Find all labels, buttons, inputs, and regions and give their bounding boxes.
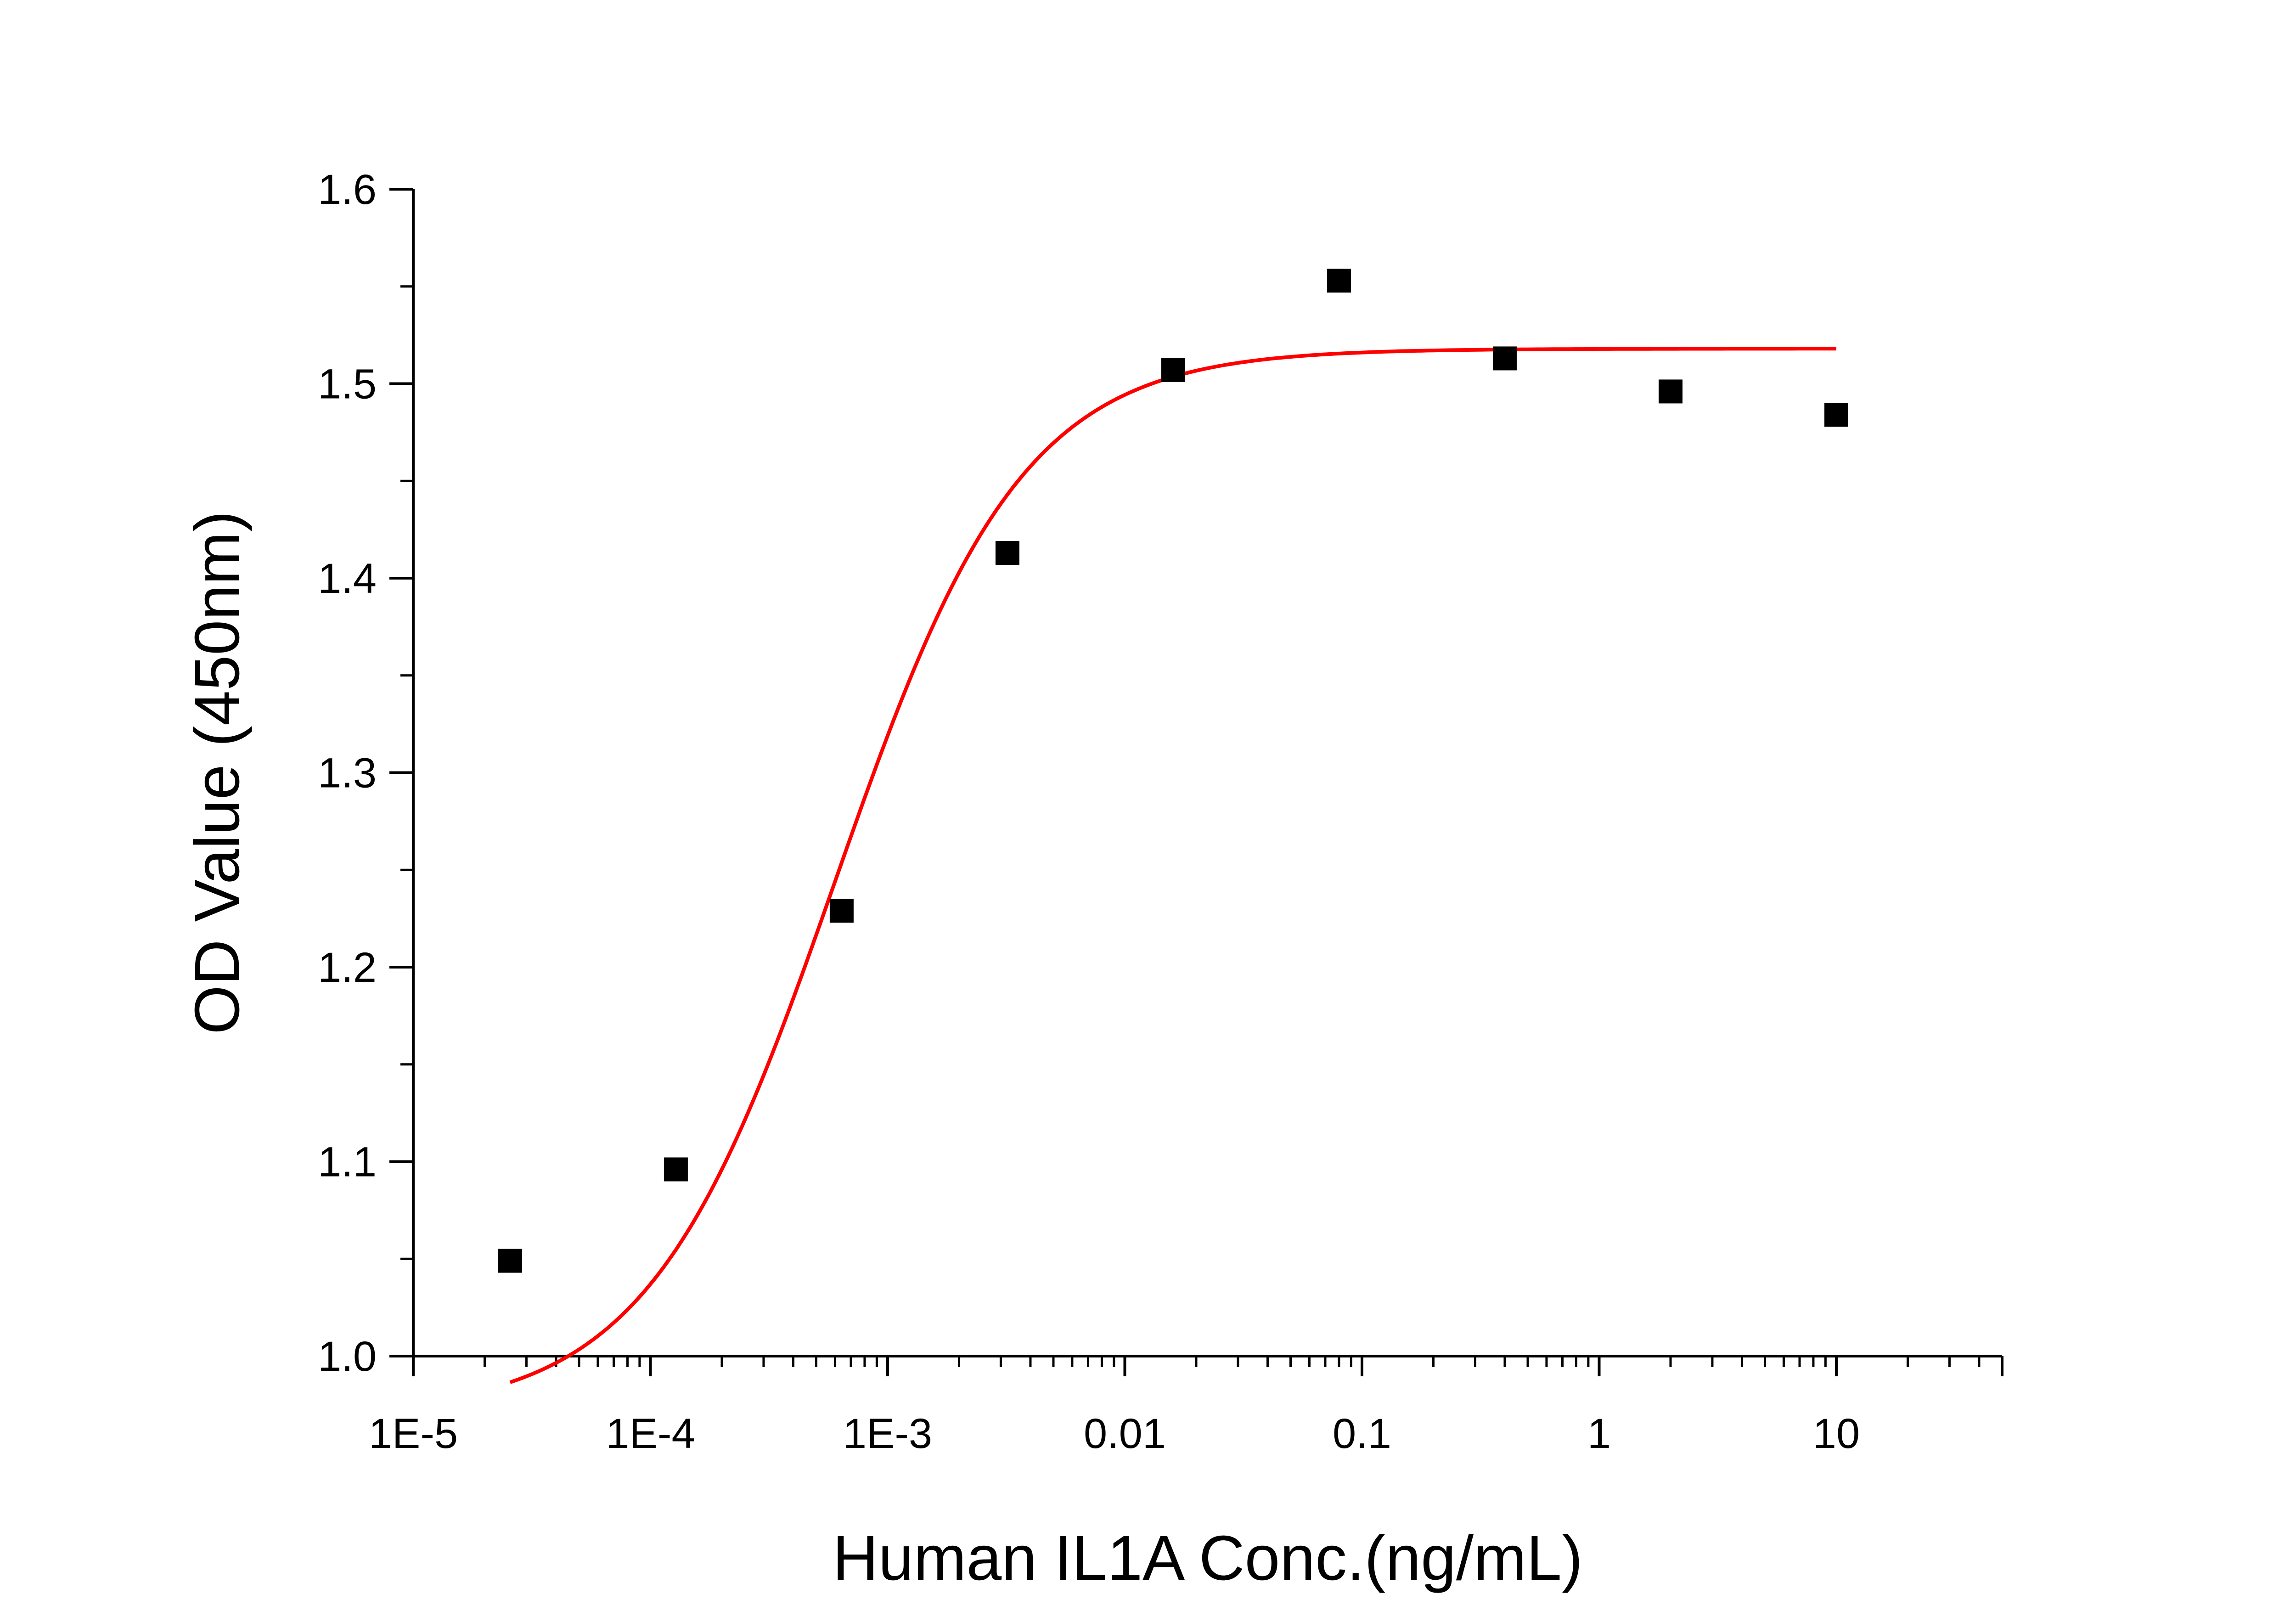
y-tick-label: 1.4: [318, 555, 377, 602]
x-tick-label: 0.1: [1333, 1410, 1391, 1457]
y-tick-label: 1.6: [318, 166, 377, 213]
fit-curve-layer: [509, 347, 1836, 1384]
x-tick-label: 1E-3: [843, 1410, 932, 1457]
data-point: [1161, 358, 1185, 382]
data-points: [498, 269, 1848, 1273]
x-tick-label: 1: [1587, 1410, 1611, 1457]
data-point: [1327, 269, 1351, 293]
data-point: [1658, 379, 1683, 404]
data-point: [1492, 346, 1517, 371]
y-tick-label: 1.0: [318, 1333, 377, 1380]
data-point: [498, 1249, 522, 1273]
data-point: [1824, 403, 1848, 427]
x-axis-title: Human IL1A Conc.(ng/mL): [833, 1523, 1583, 1594]
y-axis-ticks: 1.0 1.1 1.2 1.3 1.4 1.5 1.6: [318, 166, 413, 1380]
x-tick-label: 0.01: [1084, 1410, 1166, 1457]
axes: [412, 189, 2002, 1357]
x-tick-label: 1E-5: [369, 1410, 458, 1457]
y-axis-title: OD Value (450nm): [182, 511, 253, 1034]
y-tick-label: 1.3: [318, 750, 377, 797]
data-point: [664, 1157, 688, 1182]
y-tick-label: 1.2: [318, 944, 377, 991]
fit-curve: [509, 347, 1836, 1384]
x-tick-label: 10: [1813, 1410, 1860, 1457]
data-point: [829, 899, 854, 923]
x-tick-label: 1E-4: [606, 1410, 695, 1457]
data-point: [995, 541, 1019, 565]
y-tick-label: 1.1: [318, 1139, 377, 1186]
y-tick-label: 1.5: [318, 361, 377, 408]
x-axis-ticks: 1E-5 1E-4 1E-3 0.01 0.1 1 10: [369, 1356, 2003, 1457]
